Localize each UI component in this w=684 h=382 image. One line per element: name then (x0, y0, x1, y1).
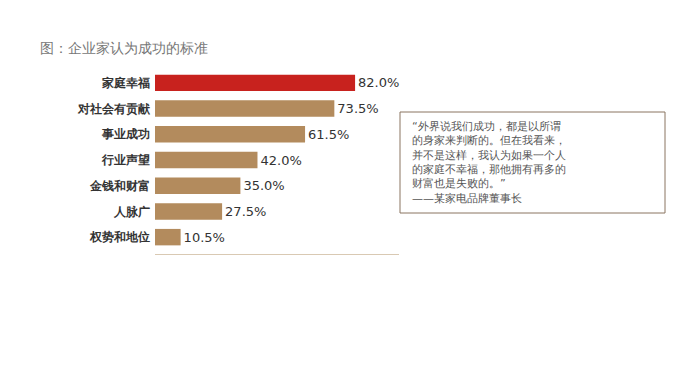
svg-text:35.0%: 35.0% (243, 178, 284, 193)
svg-text:事业成功: 事业成功 (101, 127, 150, 141)
svg-text:42.0%: 42.0% (260, 153, 301, 168)
svg-text:10.5%: 10.5% (184, 230, 225, 245)
svg-text:27.5%: 27.5% (225, 204, 266, 219)
svg-text:权势和地位: 权势和地位 (89, 230, 150, 244)
svg-text:行业声望: 行业声望 (101, 153, 150, 167)
svg-text:金钱和财富: 金钱和财富 (89, 179, 150, 193)
svg-text:家庭幸福: 家庭幸福 (101, 76, 150, 90)
svg-text:人脉广: 人脉广 (113, 205, 150, 219)
svg-text:61.5%: 61.5% (308, 127, 349, 142)
svg-text:“外界说我们成功，都是以所谓的身家来判断的。但在我看来，并不: “外界说我们成功，都是以所谓的身家来判断的。但在我看来，并不是这样，我认为如果一… (412, 120, 566, 205)
svg-text:82.0%: 82.0% (358, 75, 399, 90)
svg-text:图：企业家认为成功的标准: 图：企业家认为成功的标准 (40, 40, 208, 56)
svg-text:73.5%: 73.5% (337, 101, 378, 116)
svg-text:对社会有贡献: 对社会有贡献 (77, 102, 151, 116)
